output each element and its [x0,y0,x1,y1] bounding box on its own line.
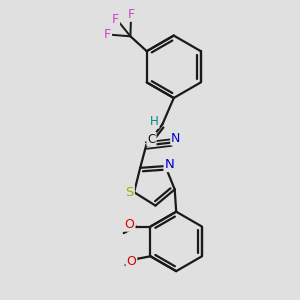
Text: H: H [150,115,158,128]
Text: S: S [125,186,134,199]
Text: O: O [125,218,135,231]
Text: F: F [112,13,119,26]
Text: O: O [127,254,136,268]
Text: F: F [104,28,111,41]
Text: N: N [165,158,174,171]
Text: N: N [171,132,181,145]
Text: C: C [147,133,156,146]
Text: F: F [128,8,135,21]
